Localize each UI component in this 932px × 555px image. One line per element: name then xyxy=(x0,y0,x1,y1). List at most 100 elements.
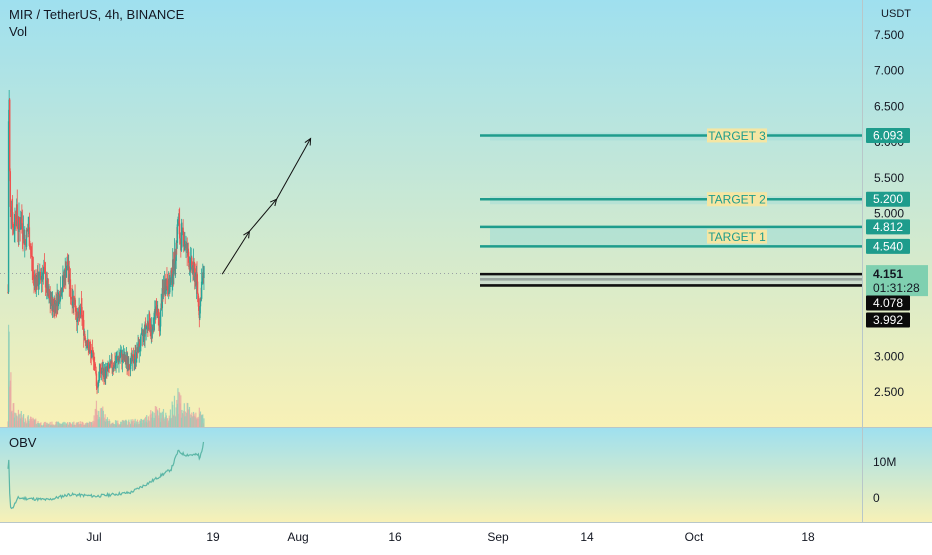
candle-body xyxy=(127,362,129,369)
candle-body xyxy=(9,171,12,207)
candle-body xyxy=(14,214,17,218)
volume-bar xyxy=(135,421,137,427)
volume-bar xyxy=(203,418,205,427)
candle-body xyxy=(111,360,113,369)
candle-body xyxy=(29,249,32,251)
volume-bar xyxy=(134,418,136,427)
candle-body xyxy=(60,289,62,296)
candle-body xyxy=(96,387,99,388)
candle-body xyxy=(19,223,21,230)
candle-body xyxy=(23,230,25,244)
target-levels[interactable]: TARGET 1 TARGET 2 TARGET 3 xyxy=(480,128,862,248)
candle-body xyxy=(24,239,26,244)
candle-body xyxy=(69,279,72,297)
candle-body xyxy=(94,362,96,364)
volume-bar xyxy=(104,414,106,427)
candle-body xyxy=(125,360,127,362)
target-3-label: TARGET 3 xyxy=(708,129,766,143)
candle-body xyxy=(68,266,70,284)
candle-body xyxy=(89,349,92,354)
countdown-label: 01:31:28 xyxy=(873,281,920,295)
candle-body xyxy=(140,332,143,335)
candle-body xyxy=(50,302,52,304)
candle-body xyxy=(89,348,91,350)
candle-body xyxy=(28,227,31,246)
obv-tick-label: 10M xyxy=(873,455,896,469)
candle-body xyxy=(135,358,138,361)
volume-label[interactable]: Vol xyxy=(9,24,28,39)
candle-body xyxy=(140,334,142,346)
candle-body xyxy=(144,323,147,330)
candle-body xyxy=(147,322,149,327)
symbol-title[interactable]: MIR / TetherUS, 4h, BINANCE xyxy=(9,7,185,22)
candle-body xyxy=(62,275,64,288)
volume-bar xyxy=(35,418,37,427)
volume-bar xyxy=(140,419,143,427)
candle-body xyxy=(25,229,28,247)
candle-body xyxy=(38,274,40,285)
projection-arrowhead xyxy=(304,137,312,146)
candle-body xyxy=(148,313,151,329)
candle-body xyxy=(176,242,178,244)
current-price-label: 4.151 xyxy=(873,267,903,281)
candle-body xyxy=(203,266,205,279)
candle-body xyxy=(78,309,81,312)
support-lines[interactable] xyxy=(480,272,862,287)
volume-bar xyxy=(51,421,53,427)
obv-axis: 0 10M xyxy=(873,455,896,505)
candle-body xyxy=(98,371,101,381)
candle-body xyxy=(169,278,172,285)
target-2-label-bg xyxy=(707,192,767,207)
candle-body xyxy=(136,347,138,359)
candle-body xyxy=(47,286,50,297)
candle-body xyxy=(13,229,16,234)
volume-bar xyxy=(40,422,42,427)
candle-body xyxy=(88,348,91,353)
candle-body xyxy=(176,224,179,243)
candle-body xyxy=(185,244,187,249)
candle-body xyxy=(142,332,144,337)
candle-body xyxy=(159,310,162,327)
candle-body xyxy=(30,249,32,254)
candle-body xyxy=(129,358,132,370)
volume-bar xyxy=(49,421,51,427)
target-2-price-label-bg xyxy=(866,191,910,207)
obv-label[interactable]: OBV xyxy=(9,435,37,450)
candle-body xyxy=(14,214,16,230)
candle-body xyxy=(24,239,27,241)
target-1-label: TARGET 1 xyxy=(708,230,766,244)
candle-body xyxy=(43,267,45,271)
candle-body xyxy=(61,292,63,296)
volume-bar xyxy=(146,415,148,427)
volume-bar xyxy=(162,408,165,427)
price-tick-label: 5.500 xyxy=(874,171,904,185)
volume-bar xyxy=(72,422,74,427)
target-1-band xyxy=(490,226,862,247)
candle-body xyxy=(132,355,135,363)
candle-body xyxy=(12,227,14,230)
candle-body xyxy=(92,352,95,362)
volume-bar xyxy=(23,414,25,427)
candle-body xyxy=(80,303,83,308)
candle-body xyxy=(191,257,193,269)
volume-bar xyxy=(128,421,130,427)
time-tick-label: Oct xyxy=(685,530,704,544)
candle-body xyxy=(98,380,100,383)
price-tick-label: 7.000 xyxy=(874,64,904,78)
candle-body xyxy=(193,268,196,282)
candle-body xyxy=(18,217,21,224)
candle-body xyxy=(193,262,195,269)
candle-body xyxy=(200,281,203,299)
candle-body xyxy=(16,204,18,221)
time-axis[interactable]: Jul 19 Aug 16 Sep 14 Oct 18 xyxy=(86,530,815,544)
projection-arrow[interactable] xyxy=(221,137,312,275)
candle-body xyxy=(80,303,82,315)
candle-body xyxy=(97,382,99,388)
volume-bar xyxy=(180,395,182,427)
target-2-label: TARGET 2 xyxy=(708,193,766,207)
candle-body xyxy=(188,257,190,268)
candle-body xyxy=(29,245,31,250)
candle-body xyxy=(198,297,200,311)
candle-body xyxy=(44,272,47,288)
